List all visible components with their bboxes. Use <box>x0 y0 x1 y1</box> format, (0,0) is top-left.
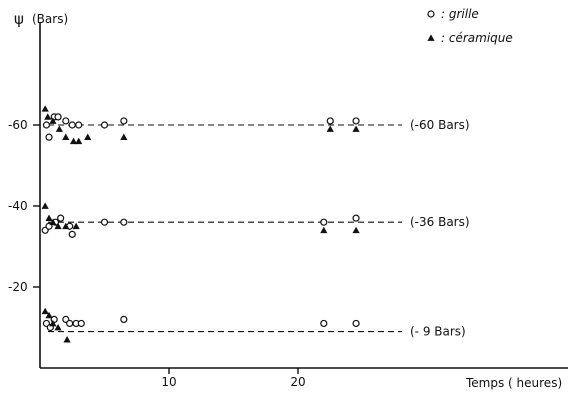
grille-point <box>62 117 70 125</box>
x-ticks: 10 20 <box>161 368 306 389</box>
ceramique-point <box>120 133 128 141</box>
ceramique-point <box>54 222 62 230</box>
grille-point <box>57 214 65 222</box>
grille-point <box>66 319 74 328</box>
y-tick-label: -20 <box>8 280 28 294</box>
grille-point <box>68 230 76 238</box>
ceramique-point <box>84 133 92 141</box>
reference-line-label: (- 9 Bars) <box>410 325 466 339</box>
grille-point <box>45 133 53 141</box>
grille-point <box>352 117 360 125</box>
data-points <box>41 105 360 343</box>
ceramique-point <box>41 202 49 209</box>
x-tick-label: 20 <box>290 375 305 389</box>
grille-point <box>120 315 128 323</box>
ceramique-point <box>45 214 53 222</box>
ceramique-point <box>49 319 57 327</box>
ceramique-point <box>41 105 49 112</box>
grille-point <box>77 319 85 328</box>
grille-point <box>42 121 51 129</box>
axes <box>39 22 568 369</box>
reference-line-label: (-36 Bars) <box>410 215 470 229</box>
legend-triangle-icon <box>427 34 435 41</box>
grille-point <box>100 121 109 129</box>
reference-lines: (-60 Bars) (-36 Bars) (- 9 Bars) <box>48 118 470 339</box>
ceramique-point <box>54 323 62 331</box>
ceramique-point <box>352 226 360 234</box>
grille-point <box>320 218 328 226</box>
grille-point <box>326 117 334 125</box>
ceramique-point <box>45 311 53 319</box>
ceramique-point <box>75 137 83 145</box>
grille-point <box>100 218 109 226</box>
y-tick-label: -60 <box>8 118 28 132</box>
reference-line-label: (-60 Bars) <box>410 118 470 132</box>
legend-circle-icon <box>427 10 435 18</box>
grille-point <box>120 117 128 125</box>
x-axis-label: Temps ( heures) <box>465 376 562 390</box>
ceramique-point <box>44 113 52 120</box>
grille-point <box>120 218 128 226</box>
ceramique-point <box>62 222 70 230</box>
ceramique-point <box>69 137 78 145</box>
ceramique-point <box>62 133 70 141</box>
legend: : grille : céramique <box>427 7 513 45</box>
ceramique-point <box>326 125 334 132</box>
y-tick-label: -40 <box>8 199 28 213</box>
ceramique-point <box>49 117 57 124</box>
grille-point <box>54 113 62 121</box>
legend-label: : grille <box>441 7 479 21</box>
grille-point <box>320 319 328 328</box>
ceramique-point <box>72 222 80 230</box>
y-axis-symbol: ψ <box>14 10 24 28</box>
legend-label: : céramique <box>441 31 513 45</box>
ceramique-point <box>320 226 328 234</box>
ceramique-point <box>63 336 71 343</box>
ceramique-point <box>49 218 57 226</box>
ceramique-point <box>55 125 63 132</box>
y-ticks: -60 -40 -20 <box>8 118 40 294</box>
grille-point <box>352 319 360 328</box>
grille-point <box>75 121 83 129</box>
grille-point <box>352 214 360 222</box>
ceramique-point <box>352 125 360 132</box>
y-axis-unit: (Bars) <box>32 12 68 26</box>
ceramique-point <box>41 307 49 315</box>
x-tick-label: 10 <box>161 375 176 389</box>
grille-point <box>68 121 76 129</box>
